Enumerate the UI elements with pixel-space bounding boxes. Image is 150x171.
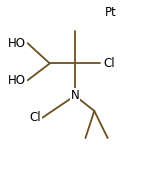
Text: HO: HO xyxy=(8,37,26,50)
Text: HO: HO xyxy=(8,74,26,87)
Text: Cl: Cl xyxy=(29,111,41,124)
Text: Cl: Cl xyxy=(103,57,115,70)
Text: N: N xyxy=(71,89,79,102)
Text: Pt: Pt xyxy=(105,6,117,19)
